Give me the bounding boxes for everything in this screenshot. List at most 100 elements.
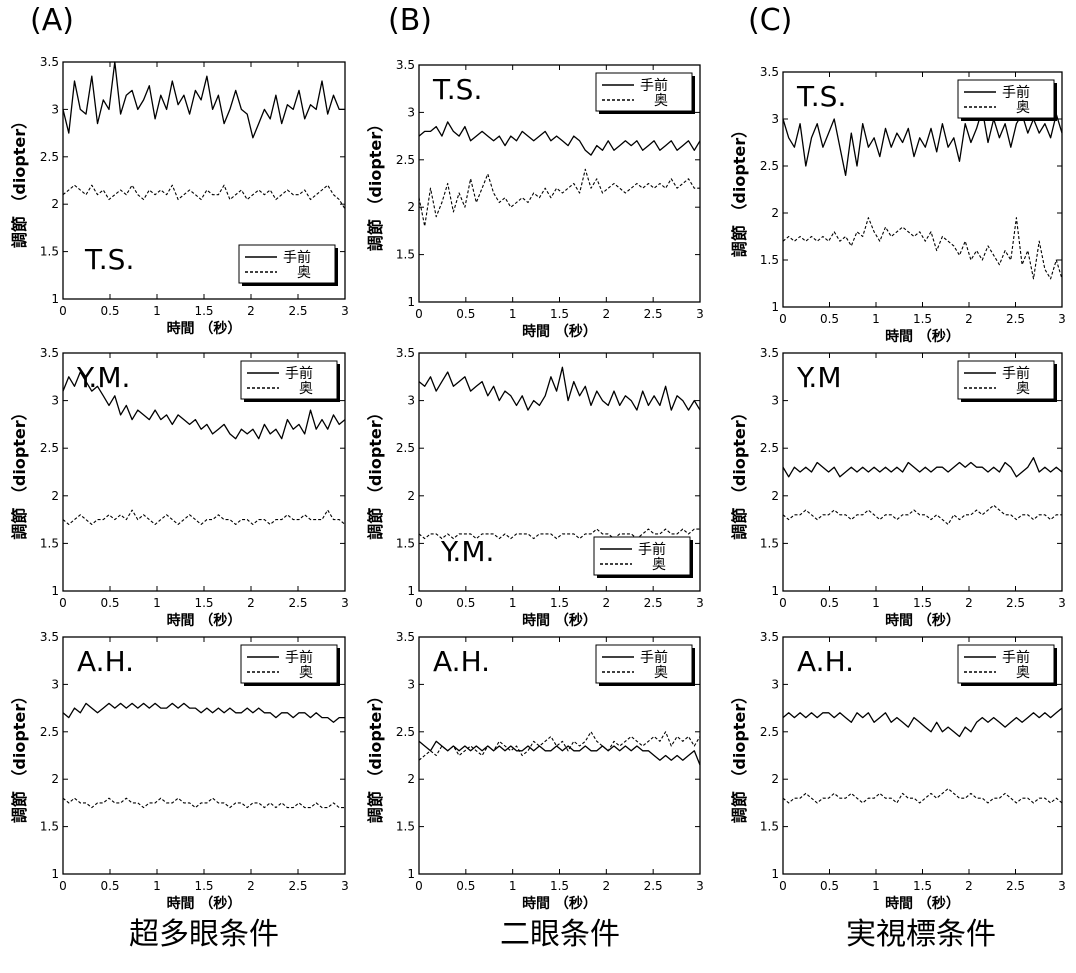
legend-label: 奥 xyxy=(299,664,313,681)
y-axis-label: 調節 （diopter） xyxy=(366,688,385,823)
x-axis-label: 時間 （秒） xyxy=(522,323,597,340)
y-tick-label: 2 xyxy=(407,489,415,503)
legend: 手前奥 xyxy=(593,536,693,578)
chart-panel-b3: 1 1.5 2 2.5 3 3.5 0 0.5 1 1.5 2 2.5 3 時間 （秒） 調節 （diopt… xyxy=(366,630,704,912)
x-tick-label: 3 xyxy=(696,596,704,610)
legend: 手前奥 xyxy=(595,644,695,686)
series-line-near xyxy=(62,371,346,440)
y-tick-label: 2.5 xyxy=(396,441,415,455)
x-tick-label: 1 xyxy=(509,596,517,610)
column-label-b: (B) xyxy=(388,3,432,38)
y-tick-label: 2.5 xyxy=(40,725,59,739)
y-tick-label: 3 xyxy=(407,394,415,408)
y-tick-label: 3 xyxy=(407,105,415,119)
x-tick-label: 1.5 xyxy=(550,596,569,610)
x-tick-label: 0.5 xyxy=(100,879,119,893)
x-axis-label: 時間 （秒） xyxy=(885,328,960,345)
legend-label: 奥 xyxy=(1016,99,1030,116)
x-tick-label: 3 xyxy=(341,304,349,318)
series-line-near xyxy=(782,108,1063,177)
x-tick-label: 0.5 xyxy=(100,304,119,318)
y-tick-label: 3 xyxy=(51,677,59,691)
x-tick-label: 2.5 xyxy=(1006,596,1025,610)
legend: 手前奥 xyxy=(957,79,1057,121)
x-tick-label: 1 xyxy=(509,307,517,321)
y-tick-label: 2.5 xyxy=(760,441,779,455)
legend-box xyxy=(240,360,338,400)
subject-label: A.H. xyxy=(797,645,854,678)
series-line-far xyxy=(62,797,345,809)
x-axis-label: 時間 （秒） xyxy=(167,612,242,629)
y-tick-label: 3 xyxy=(771,112,779,126)
y-tick-label: 3.5 xyxy=(760,630,779,644)
x-tick-label: 1.5 xyxy=(194,879,213,893)
x-tick-label: 2 xyxy=(965,596,973,610)
legend-box xyxy=(957,79,1055,119)
y-tick-label: 1.5 xyxy=(760,820,779,834)
x-tick-label: 2.5 xyxy=(288,596,307,610)
y-tick-label: 2 xyxy=(51,489,59,503)
x-tick-label: 0 xyxy=(415,596,423,610)
subject-label: Y.M xyxy=(796,361,842,394)
legend-label: 手前 xyxy=(285,365,313,382)
legend-label: 奥 xyxy=(1016,380,1030,397)
x-tick-label: 3 xyxy=(1058,879,1066,893)
y-tick-label: 3 xyxy=(51,394,59,408)
chart-panel-b1: 1 1.5 2 2.5 3 3.5 0 0.5 1 1.5 2 2.5 3 時間 （秒） 調節 （diopt… xyxy=(366,58,704,340)
y-axis-label: 調節 （diopter） xyxy=(10,113,29,248)
y-tick-label: 2.5 xyxy=(40,150,59,164)
legend-box xyxy=(240,644,338,684)
x-tick-label: 2.5 xyxy=(644,307,663,321)
condition-label-real-target: 実視標条件 xyxy=(846,917,996,952)
subject-label: T.S. xyxy=(796,80,846,113)
legend: 手前奥 xyxy=(957,360,1057,402)
y-tick-label: 1 xyxy=(407,295,415,309)
y-tick-label: 2 xyxy=(407,200,415,214)
y-tick-label: 1 xyxy=(51,292,59,306)
y-tick-label: 3 xyxy=(771,394,779,408)
x-tick-label: 1.5 xyxy=(550,307,569,321)
y-tick-label: 1.5 xyxy=(40,536,59,550)
y-axis-label: 調節 （diopter） xyxy=(366,404,385,539)
x-tick-label: 0.5 xyxy=(100,596,119,610)
series-line-near xyxy=(62,61,345,139)
y-axis-label: 調節 （diopter） xyxy=(730,688,749,823)
series-line-far xyxy=(62,184,346,210)
series-line-far xyxy=(782,788,1063,804)
legend-box xyxy=(957,360,1055,400)
series-line-far xyxy=(418,168,700,227)
column-label-c: (C) xyxy=(748,3,793,38)
x-tick-label: 2.5 xyxy=(644,879,663,893)
y-tick-label: 2 xyxy=(771,772,779,786)
x-tick-label: 1 xyxy=(872,596,880,610)
x-tick-label: 0.5 xyxy=(820,312,839,326)
condition-label-super-multiview: 超多眼条件 xyxy=(129,917,279,952)
x-tick-label: 3 xyxy=(341,879,349,893)
x-tick-label: 0.5 xyxy=(456,307,475,321)
x-tick-label: 2 xyxy=(603,879,611,893)
x-tick-label: 2.5 xyxy=(1006,879,1025,893)
x-tick-label: 2.5 xyxy=(644,596,663,610)
legend: 手前奥 xyxy=(240,360,340,402)
series-line-near xyxy=(418,121,701,156)
chart-panel-a2: 1 1.5 2 2.5 3 3.5 0 0.5 1 1.5 2 2.5 3 時間 （秒） 調節 （diopt… xyxy=(10,346,349,629)
y-tick-label: 3.5 xyxy=(396,630,415,644)
x-axis-label: 時間 （秒） xyxy=(885,612,960,629)
x-tick-label: 0 xyxy=(779,312,787,326)
y-tick-label: 1 xyxy=(407,867,415,881)
chart-panel-c2: 1 1.5 2 2.5 3 3.5 0 0.5 1 1.5 2 2.5 3 時間 （秒） 調節 （diopt… xyxy=(730,346,1066,629)
x-tick-label: 3 xyxy=(1058,596,1066,610)
y-tick-label: 1.5 xyxy=(396,248,415,262)
y-tick-label: 3 xyxy=(51,102,59,116)
x-tick-label: 1.5 xyxy=(194,596,213,610)
x-tick-label: 1 xyxy=(153,304,161,318)
x-tick-label: 0 xyxy=(779,596,787,610)
y-tick-label: 2.5 xyxy=(760,159,779,173)
subject-label: Y.M. xyxy=(76,361,130,394)
y-tick-label: 3.5 xyxy=(40,630,59,644)
x-tick-label: 0 xyxy=(779,879,787,893)
series-line-far xyxy=(62,509,346,525)
chart-panel-a3: 1 1.5 2 2.5 3 3.5 0 0.5 1 1.5 2 2.5 3 時間 （秒） 調節 （diopt… xyxy=(10,630,349,912)
